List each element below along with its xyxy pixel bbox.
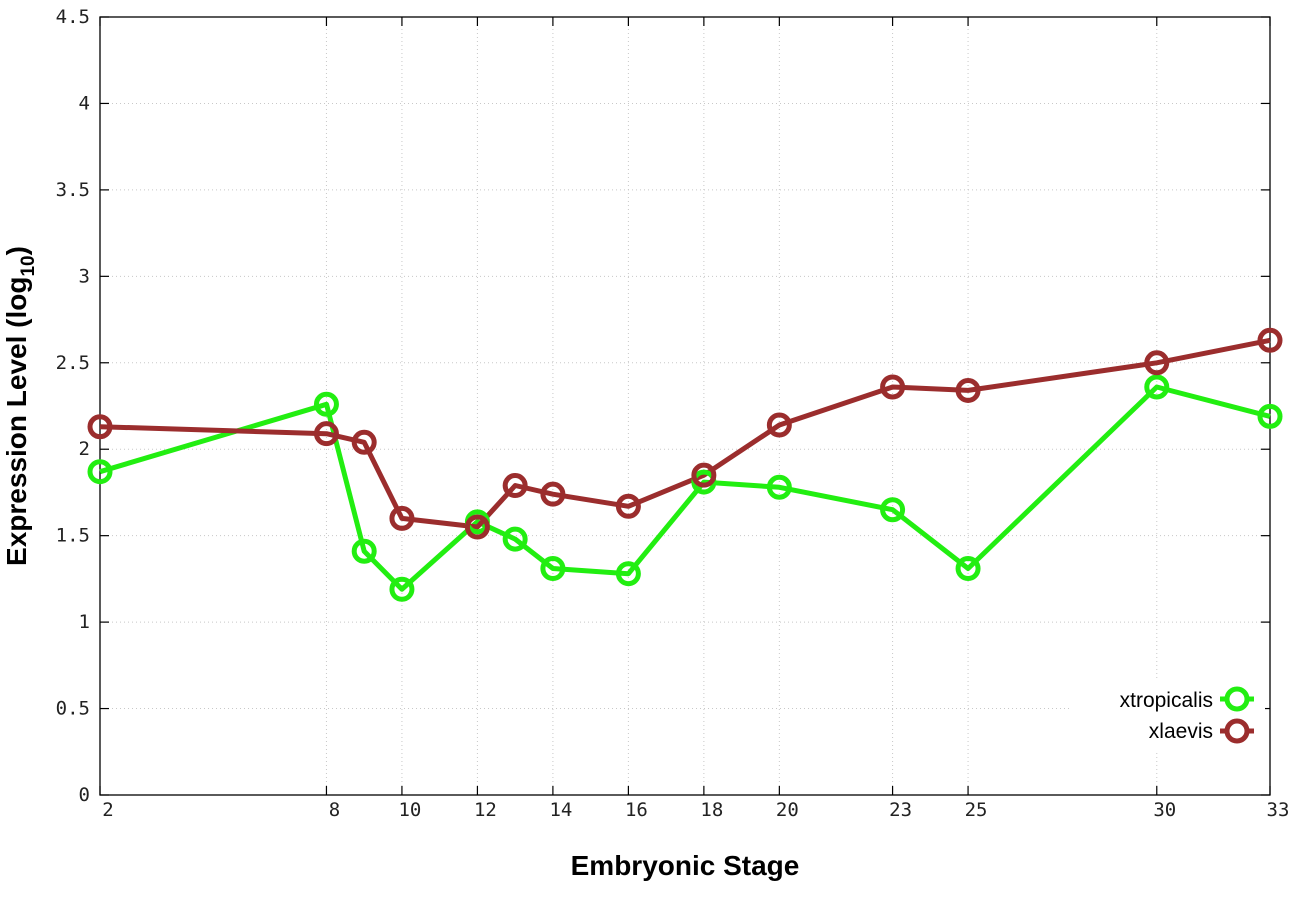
data-point-xtropicalis (540, 556, 566, 582)
legend-label-xtropicalis: xtropicalis (1120, 689, 1213, 712)
data-point-xlaevis (87, 414, 113, 440)
data-point-xtropicalis (502, 526, 528, 552)
data-point-xlaevis (615, 493, 641, 519)
legend-marker-xlaevis (1224, 718, 1250, 744)
x-tick-label: 23 (889, 799, 912, 821)
y-tick-label: 4.5 (56, 6, 90, 28)
y-tick-label: 1 (79, 611, 90, 633)
data-point-xtropicalis (1257, 403, 1283, 429)
data-point-xlaevis (389, 505, 415, 531)
legend-marker-xtropicalis (1224, 686, 1250, 712)
data-point-xlaevis (351, 429, 377, 455)
x-tick-label: 18 (700, 799, 723, 821)
data-point-xtropicalis (766, 474, 792, 500)
y-tick-label: 2 (79, 438, 90, 460)
x-tick-label: 20 (776, 799, 799, 821)
data-point-xlaevis (540, 481, 566, 507)
x-axis-title: Embryonic Stage (571, 850, 800, 881)
y-tick-label: 3.5 (56, 179, 90, 201)
plot-frame (99, 16, 1271, 796)
axis-ticks: 0 0.5 1 1.5 2 2.5 3 3.5 4 4.5 2 8 10 12 14 16 18 20 23 25 30… (56, 6, 1290, 821)
data-point-xtropicalis (389, 576, 415, 602)
x-tick-label: 12 (474, 799, 497, 821)
grid-lines (100, 17, 1270, 795)
x-tick-label: 8 (329, 799, 340, 821)
legend: xtropicalis xlaevis (1070, 680, 1265, 752)
y-tick-label: 4 (79, 92, 90, 114)
y-tick-label: 0.5 (56, 698, 90, 720)
data-point-xlaevis (464, 514, 490, 540)
data-point-xlaevis (766, 412, 792, 438)
data-point-xtropicalis (955, 556, 981, 582)
y-tick-label: 0 (79, 784, 90, 806)
data-point-xlaevis (691, 462, 717, 488)
data-point-xlaevis (502, 473, 528, 499)
x-tick-label: 33 (1267, 799, 1290, 821)
data-point-xlaevis (1257, 327, 1283, 353)
x-tick-label: 30 (1153, 799, 1176, 821)
data-point-xtropicalis (615, 561, 641, 587)
data-point-xtropicalis (880, 497, 906, 523)
data-point-xlaevis (880, 374, 906, 400)
series-line-xlaevis (99, 337, 1271, 530)
data-point-xtropicalis (313, 391, 339, 417)
x-tick-label: 25 (965, 799, 988, 821)
data-point-xlaevis (313, 421, 339, 447)
x-tick-label: 10 (398, 799, 421, 821)
data-point-xtropicalis (87, 459, 113, 485)
x-tick-label: 2 (102, 799, 113, 821)
data-point-xlaevis (955, 377, 981, 403)
y-tick-label: 1.5 (56, 525, 90, 547)
x-tick-label: 14 (549, 799, 572, 821)
y-tick-label: 2.5 (56, 352, 90, 374)
y-axis-title: Expression Level (log10) (1, 246, 39, 566)
x-tick-label: 16 (625, 799, 648, 821)
legend-label-xlaevis: xlaevis (1149, 720, 1213, 743)
data-point-xlaevis (1144, 350, 1170, 376)
data-point-xtropicalis (351, 538, 377, 564)
y-tick-label: 3 (79, 265, 90, 287)
series-layer (87, 327, 1283, 602)
data-point-xtropicalis (1144, 374, 1170, 400)
series-line-xtropicalis (99, 384, 1271, 592)
